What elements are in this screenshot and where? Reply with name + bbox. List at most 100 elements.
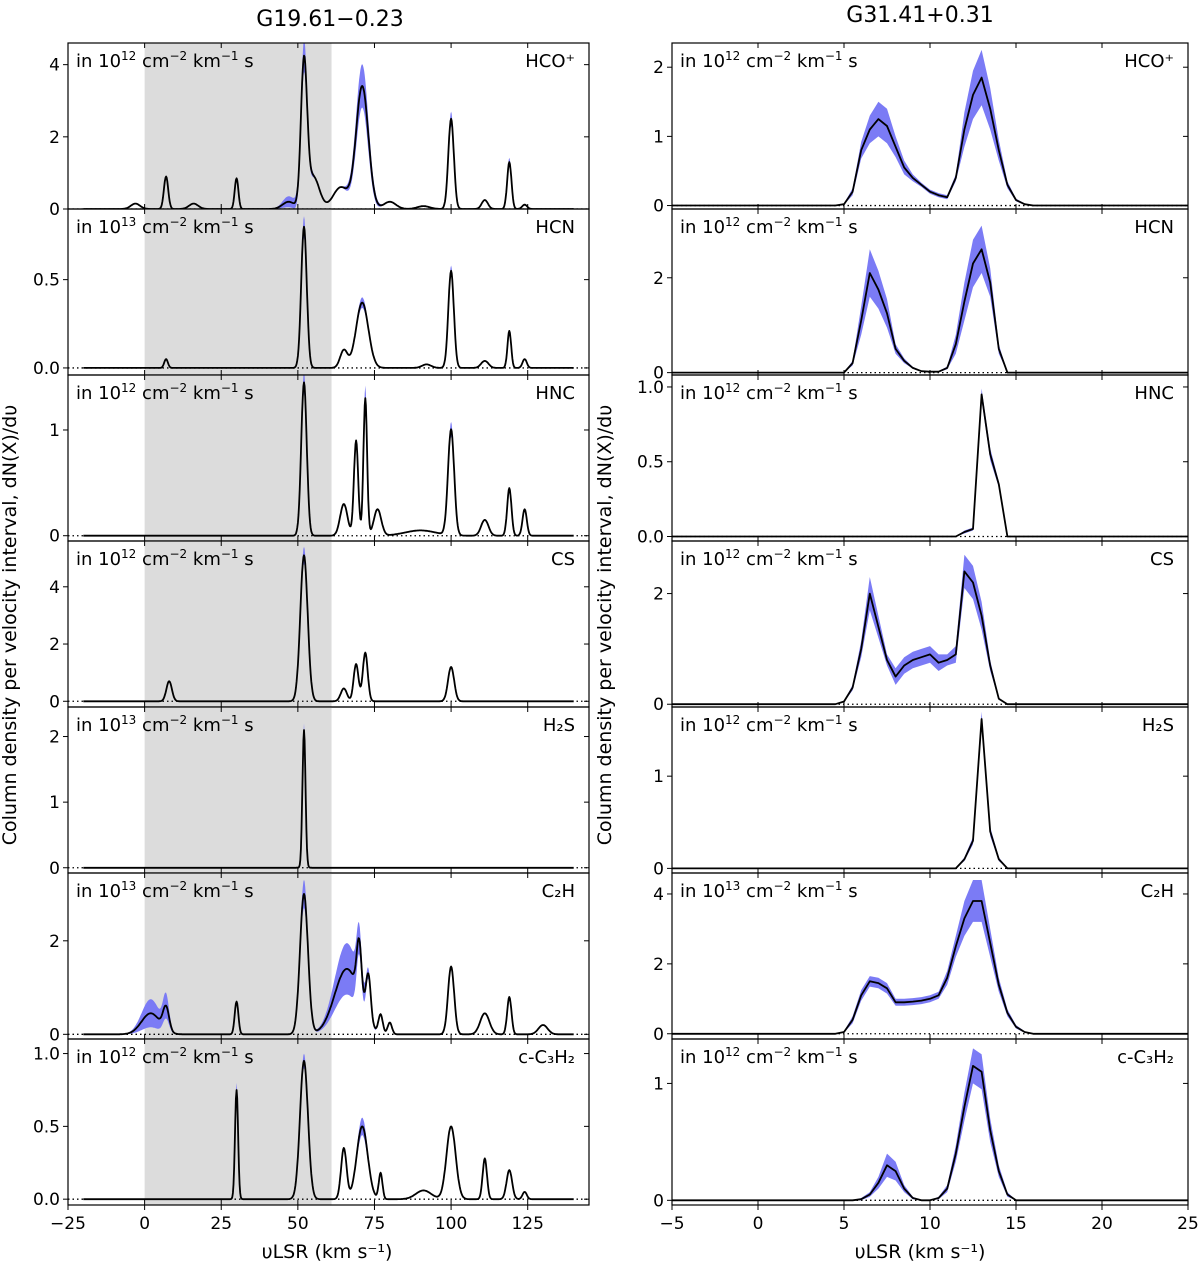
unit-exponent: 12 xyxy=(725,381,740,395)
panel-0-0: 0 2 4 in 1012 cm−2 km−1 s HCO⁺ xyxy=(49,42,590,220)
y-tick-label: 1 xyxy=(653,767,664,787)
y-tick-label: 1 xyxy=(49,793,60,813)
x-tick-label: 50 xyxy=(287,1214,309,1234)
x-tick-label: 100 xyxy=(435,1214,467,1234)
panel-plot-area xyxy=(68,209,589,375)
y-tick-label: 2 xyxy=(49,128,60,148)
panel-0-6: 0.0 0.5 1.0 in 1012 cm−2 km−1 s c-C₃H₂ xyxy=(33,1038,590,1210)
panel-1-6: 0 1 in 1012 cm−2 km−1 s c-C₃H₂ xyxy=(653,1038,1189,1211)
series-line xyxy=(83,225,574,369)
panel-plot-area xyxy=(672,225,1188,374)
unit-label: in 1012 cm−2 km−1 s xyxy=(680,713,858,736)
x-tick-label: −5 xyxy=(659,1214,684,1234)
unit-label: in 1012 cm−2 km−1 s xyxy=(680,1045,858,1068)
panel-plot-area xyxy=(672,388,1188,538)
y-tick-label: 0 xyxy=(653,1191,664,1211)
unit-exponent: 12 xyxy=(725,547,740,561)
panel-plot-area xyxy=(672,1048,1188,1202)
y-tick-label: 0 xyxy=(49,200,60,220)
unit-label: in 1012 cm−2 km−1 s xyxy=(76,547,254,570)
unit-label: in 1013 cm−2 km−1 s xyxy=(76,215,254,238)
uncertainty-band xyxy=(835,554,1008,705)
series-line xyxy=(83,381,574,537)
panel-plot-area xyxy=(68,375,589,541)
y-tick-label: 4 xyxy=(49,578,60,598)
unit-exponent: 13 xyxy=(725,879,740,893)
panel-0-3: 0 2 4 in 1012 cm−2 km−1 s CS xyxy=(49,540,590,712)
x-tick-label: 0 xyxy=(139,1214,150,1234)
y-tick-label: 0 xyxy=(653,695,664,715)
x-tick-label: 25 xyxy=(1177,1214,1199,1234)
species-label: C₂H xyxy=(1141,881,1174,902)
x-tick-label: 75 xyxy=(364,1214,386,1234)
x-tick-label: 15 xyxy=(1005,1214,1027,1234)
unit-label: in 1012 cm−2 km−1 s xyxy=(76,381,254,404)
unit-exponent: 12 xyxy=(121,1045,136,1059)
species-label: H₂S xyxy=(543,715,575,736)
y-tick-label: 2 xyxy=(653,955,664,975)
y-tick-label: 0 xyxy=(49,1025,60,1045)
series-line xyxy=(672,718,1188,870)
panel-0-4: 0 1 2 in 1013 cm−2 km−1 s H₂S xyxy=(49,706,590,879)
series-line xyxy=(672,76,1188,207)
y-tick-label: 0 xyxy=(653,1025,664,1045)
y-tick-label: 0.5 xyxy=(33,271,60,291)
y-tick-label: 2 xyxy=(49,635,60,655)
unit-label: in 1013 cm−2 km−1 s xyxy=(680,879,858,902)
y-tick-label: 1.0 xyxy=(637,378,664,398)
species-label: HCN xyxy=(1134,217,1174,238)
y-tick-label: 0 xyxy=(653,859,664,879)
y-tick-label: 0.5 xyxy=(33,1117,60,1137)
x-tick-label: 5 xyxy=(839,1214,850,1234)
y-tick-label: 1 xyxy=(49,421,60,441)
x-tick-label: 20 xyxy=(1091,1214,1113,1234)
unit-label: in 1012 cm−2 km−1 s xyxy=(680,49,858,72)
y-tick-label: 0.0 xyxy=(637,528,664,548)
panel-0-2: 0 1 in 1012 cm−2 km−1 s HNC xyxy=(49,374,590,547)
y-tick-label: 0.0 xyxy=(33,1190,60,1210)
right-y-axis-label: Column density per velocity interval, dN… xyxy=(594,405,616,846)
species-label: CS xyxy=(551,549,575,570)
uncertainty-band xyxy=(852,1048,1016,1201)
panel-1-3: 0 2 in 1012 cm−2 km−1 s CS xyxy=(653,540,1189,715)
panel-frame xyxy=(67,1038,590,1206)
y-tick-label: 2 xyxy=(653,269,664,289)
right-chart-title: G31.41+0.31 xyxy=(846,3,993,28)
unit-exponent: 12 xyxy=(725,215,740,229)
species-label: HCO⁺ xyxy=(1124,51,1174,72)
species-label: C₂H xyxy=(542,881,575,902)
unit-exponent: 12 xyxy=(121,49,136,63)
panel-plot-area xyxy=(68,707,589,873)
y-tick-label: 1 xyxy=(653,127,664,147)
species-label: H₂S xyxy=(1142,715,1174,736)
left-chart-title: G19.61−0.23 xyxy=(256,7,403,32)
species-label: HCO⁺ xyxy=(525,51,575,72)
x-tick-label: 10 xyxy=(919,1214,941,1234)
unit-exponent: 12 xyxy=(121,381,136,395)
panel-1-0: 012 in 1012 cm−2 km−1 s HCO⁺ xyxy=(653,42,1189,217)
unit-label: in 1012 cm−2 km−1 s xyxy=(680,381,858,404)
panel-plot-area xyxy=(68,1039,589,1205)
right-x-axis-label: υLSR (km s⁻¹) xyxy=(855,1241,986,1263)
unit-exponent: 12 xyxy=(725,49,740,63)
y-tick-label: 2 xyxy=(653,585,664,605)
panel-1-4: 0 1 in 1012 cm−2 km−1 s H₂S xyxy=(653,706,1189,879)
series-line xyxy=(672,1065,1188,1202)
species-label: HNC xyxy=(535,383,575,404)
unit-label: in 1012 cm−2 km−1 s xyxy=(76,49,254,72)
y-tick-label: 2 xyxy=(49,728,60,748)
species-label: CS xyxy=(1150,549,1174,570)
panel-1-1: 0 2 in 1012 cm−2 km−1 s HCN xyxy=(653,208,1189,384)
left-x-axis-label: υLSR (km s⁻¹) xyxy=(262,1241,393,1263)
panel-1-2: 0.0 0.5 1.0 in 1012 cm−2 km−1 s HNC xyxy=(637,374,1189,548)
left-y-axis-label: Column density per velocity interval, dN… xyxy=(0,405,21,846)
y-tick-label: 0.0 xyxy=(33,359,60,379)
panel-plot-area xyxy=(68,541,589,707)
panel-plot-area xyxy=(68,43,589,209)
uncertainty-band xyxy=(955,388,1008,537)
series-line xyxy=(672,570,1188,706)
series-line xyxy=(83,893,574,1036)
y-tick-label: 0 xyxy=(49,859,60,879)
series-line xyxy=(83,1059,574,1201)
